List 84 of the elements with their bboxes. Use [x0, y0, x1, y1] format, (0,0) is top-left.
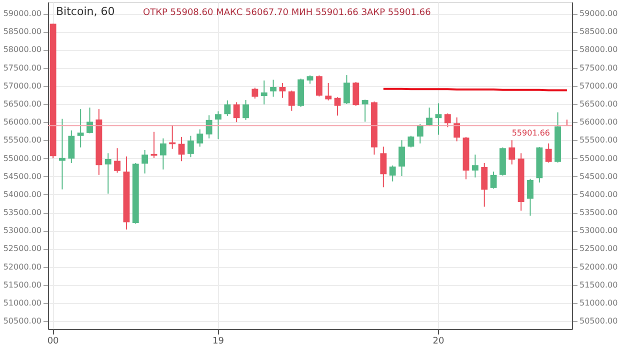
- y2-tick-label: 57500.00: [580, 63, 618, 72]
- y-tick-label: 56000.00: [3, 118, 42, 127]
- y-tick-label: 50500.00: [3, 316, 42, 326]
- candlestick: [142, 149, 148, 174]
- candlestick: [187, 135, 194, 158]
- candlestick: [288, 90, 295, 112]
- candlestick: [68, 130, 75, 164]
- candlestick: [233, 102, 240, 123]
- candlestick: [527, 178, 534, 216]
- y-tick-label: 55500.00: [3, 136, 42, 145]
- y-tick-label: 54000.00: [3, 190, 42, 199]
- candlestick: [490, 171, 497, 190]
- y-tick-label: 57500.00: [3, 63, 42, 72]
- y-tick-label: 54500.00: [3, 172, 42, 181]
- candlestick: [104, 152, 112, 194]
- candlestick: [435, 102, 442, 136]
- candlestick: [398, 140, 405, 176]
- candlestick: [389, 165, 396, 182]
- y-tick-label: 59000.00: [3, 9, 42, 18]
- y2-tick-label: 58000.00: [580, 45, 618, 54]
- y2-tick-label: 51500.00: [580, 280, 618, 290]
- candlestick: [242, 100, 249, 120]
- candlestick: [325, 82, 332, 101]
- candlestick: [444, 112, 451, 128]
- candlestick: [86, 107, 93, 134]
- y2-tick-label: 51000.00: [580, 298, 618, 308]
- ref-line-label: 55901.66: [512, 128, 550, 138]
- y-tick-label: 53500.00: [3, 208, 42, 218]
- y2-tick-label: 56500.00: [580, 100, 618, 109]
- candlestick: [252, 87, 258, 100]
- y-tick-label: 51500.00: [3, 280, 42, 290]
- y2-tick-label: 50500.00: [580, 316, 618, 326]
- y2-tick-label: 58500.00: [580, 27, 618, 36]
- candlestick: [454, 116, 460, 142]
- candlestick: [224, 100, 231, 116]
- candlestick: [196, 128, 204, 148]
- candlestick: [362, 99, 368, 122]
- candlestick: [343, 74, 350, 105]
- candlestick: [426, 107, 433, 126]
- candlestick: [114, 148, 120, 174]
- candlestick: [270, 79, 277, 98]
- y2-tick-label: 55000.00: [580, 154, 618, 163]
- candlestick: [316, 74, 322, 97]
- chart-title: Bitcoin, 60: [56, 5, 115, 18]
- candlestick: [334, 96, 341, 116]
- y-tick-label: 56500.00: [3, 100, 42, 109]
- y2-tick-label: 52500.00: [580, 244, 618, 254]
- candlestick: [215, 110, 222, 140]
- y2-tick-label: 53000.00: [580, 226, 618, 236]
- y-tick-label: 51000.00: [3, 298, 42, 308]
- candlestick: [416, 123, 424, 144]
- candlestick: [472, 154, 478, 178]
- candlestick: [352, 81, 360, 106]
- y2-tick-label: 59000.00: [580, 9, 618, 18]
- candlestick: [481, 162, 488, 208]
- y2-tick-label: 55500.00: [580, 136, 618, 145]
- x-tick-label: 19: [212, 336, 224, 346]
- candlestick: [59, 118, 66, 190]
- candlestick: [380, 146, 387, 188]
- y2-tick-label: 54500.00: [580, 172, 618, 181]
- y2-tick-label: 53500.00: [580, 208, 618, 218]
- candlestick: [178, 136, 185, 162]
- y-tick-label: 58000.00: [3, 45, 42, 54]
- text: ОТКР 55908.60 МАКС 56067.70 МИН 55901.66 ЗАКР 55901.66: [143, 8, 432, 18]
- y2-tick-label: 56000.00: [580, 118, 618, 127]
- candlestick: [77, 108, 84, 148]
- candlestick: [260, 80, 268, 105]
- candlestick: [160, 138, 166, 170]
- x-tick-label: 20: [432, 336, 444, 346]
- y-tick-label: 52000.00: [3, 262, 42, 272]
- x-tick-label: 00: [47, 336, 60, 346]
- candlestick: [545, 142, 552, 164]
- candlestick: [206, 114, 212, 139]
- y-tick-label: 52500.00: [3, 244, 42, 254]
- candlestick: [408, 135, 414, 148]
- y-tick-label: 53000.00: [3, 226, 42, 236]
- candlestick: [508, 140, 516, 165]
- y2-tick-label: 57000.00: [580, 81, 618, 90]
- y2-tick-label: 52000.00: [580, 262, 618, 272]
- y-tick-label: 57000.00: [3, 81, 42, 90]
- y-tick-label: 55000.00: [3, 154, 42, 163]
- y2-tick-label: 54000.00: [580, 190, 618, 199]
- candlestick: [279, 82, 286, 98]
- y-tick-label: 58500.00: [3, 27, 42, 36]
